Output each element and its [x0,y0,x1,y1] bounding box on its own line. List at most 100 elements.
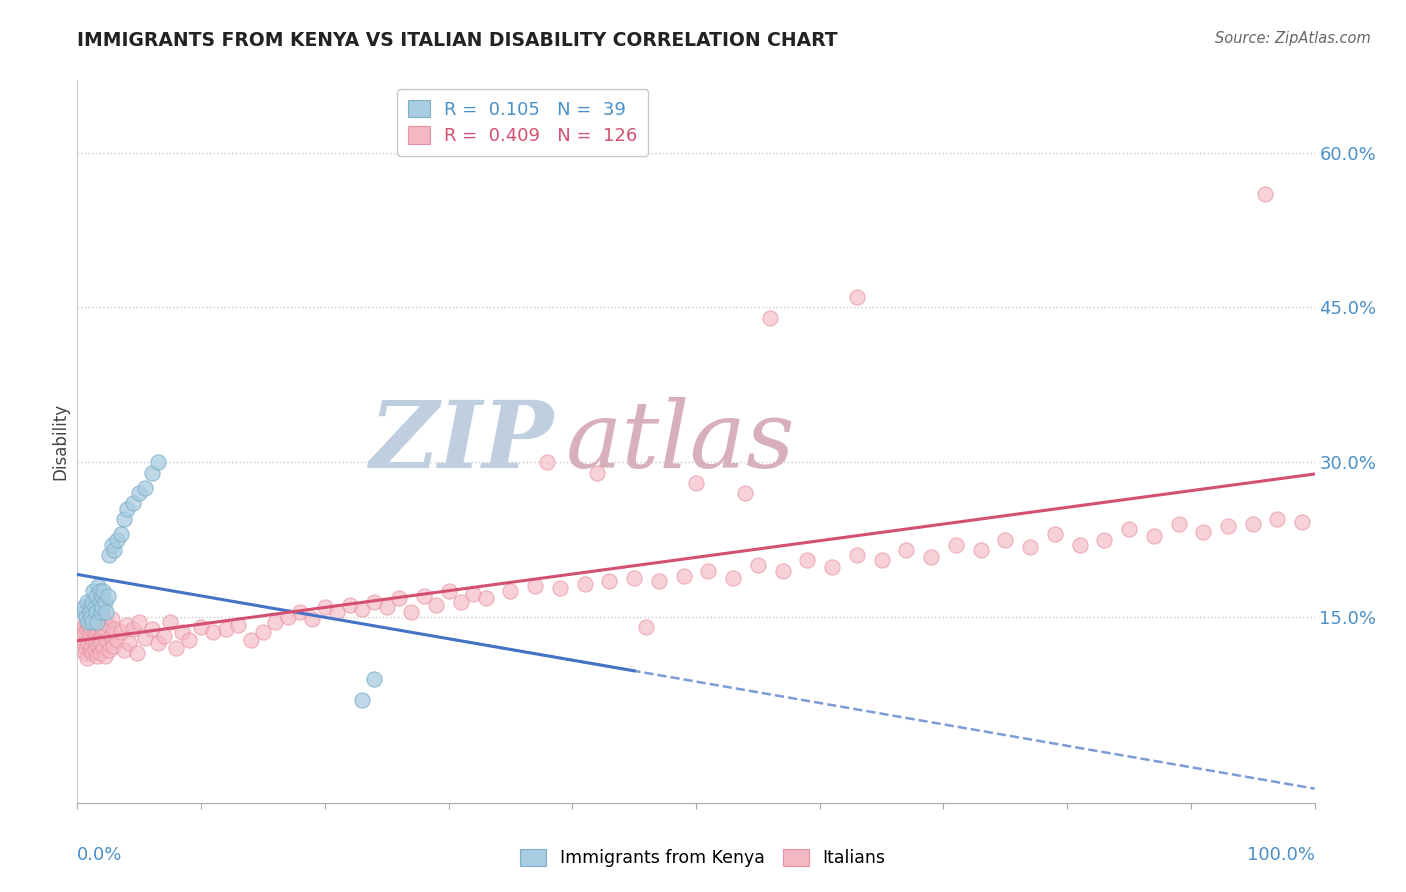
Point [80,639,103,653]
Point [363,672,385,686]
Point [945,538,967,552]
Point [83,625,105,640]
Point [84,636,107,650]
Point [648,574,671,588]
Point [89,646,111,660]
Point [165,640,187,655]
Point [548,581,571,595]
Point [697,564,720,578]
Text: 100.0%: 100.0% [1247,847,1315,864]
Point [98,643,121,657]
Point [93,615,115,630]
Point [796,553,818,567]
Point [91,590,114,604]
Point [1118,522,1140,536]
Point [499,584,522,599]
Point [1043,527,1066,541]
Point [425,598,447,612]
Point [721,571,744,585]
Point [412,590,434,604]
Point [574,577,596,591]
Point [82,615,104,630]
Point [450,594,472,608]
Point [896,542,918,557]
Point [98,548,121,562]
Legend: R =  0.105   N =  39, R =  0.409   N =  126: R = 0.105 N = 39, R = 0.409 N = 126 [398,89,648,156]
Point [105,533,128,547]
Point [91,610,114,624]
Point [115,618,138,632]
Legend: Immigrants from Kenya, Italians: Immigrants from Kenya, Italians [513,842,893,874]
Point [845,548,868,562]
Point [118,636,141,650]
Point [350,601,373,615]
Point [146,455,169,469]
Point [94,632,117,647]
Point [759,310,782,325]
Point [72,605,94,619]
Point [110,625,132,640]
Point [326,605,349,619]
Point [89,584,111,599]
Point [72,636,94,650]
Point [146,636,169,650]
Point [1069,538,1091,552]
Point [623,571,645,585]
Point [672,568,695,582]
Point [301,612,323,626]
Point [264,615,287,630]
Point [226,618,249,632]
Text: IMMIGRANTS FROM KENYA VS ITALIAN DISABILITY CORRELATION CHART: IMMIGRANTS FROM KENYA VS ITALIAN DISABIL… [77,31,838,50]
Point [94,605,117,619]
Point [93,649,115,664]
Point [339,598,361,612]
Point [87,579,110,593]
Point [87,639,110,653]
Point [845,290,868,304]
Point [141,466,163,480]
Point [76,651,98,665]
Point [82,618,104,632]
Point [84,590,107,604]
Point [91,640,114,655]
Point [76,623,98,637]
Point [89,631,111,645]
Point [84,605,107,619]
Point [79,605,101,619]
Point [90,605,112,619]
Point [79,643,101,657]
Point [75,615,97,630]
Point [83,599,105,614]
Point [91,623,114,637]
Point [1092,533,1115,547]
Point [79,599,101,614]
Point [994,533,1017,547]
Point [747,558,769,573]
Point [350,692,373,706]
Point [112,512,135,526]
Point [79,629,101,643]
Point [1167,517,1189,532]
Point [159,615,181,630]
Point [1192,525,1215,540]
Point [90,620,112,634]
Point [75,610,97,624]
Point [239,632,262,647]
Point [1267,512,1289,526]
Point [277,610,299,624]
Point [252,625,274,640]
Point [77,615,100,630]
Point [86,649,108,664]
Point [314,599,336,614]
Point [101,538,124,552]
Point [72,599,94,614]
Point [115,501,138,516]
Point [134,481,156,495]
Point [122,496,145,510]
Point [1143,529,1166,543]
Point [463,587,485,601]
Point [1019,540,1042,554]
Point [202,625,225,640]
Point [83,643,105,657]
Point [105,632,128,647]
